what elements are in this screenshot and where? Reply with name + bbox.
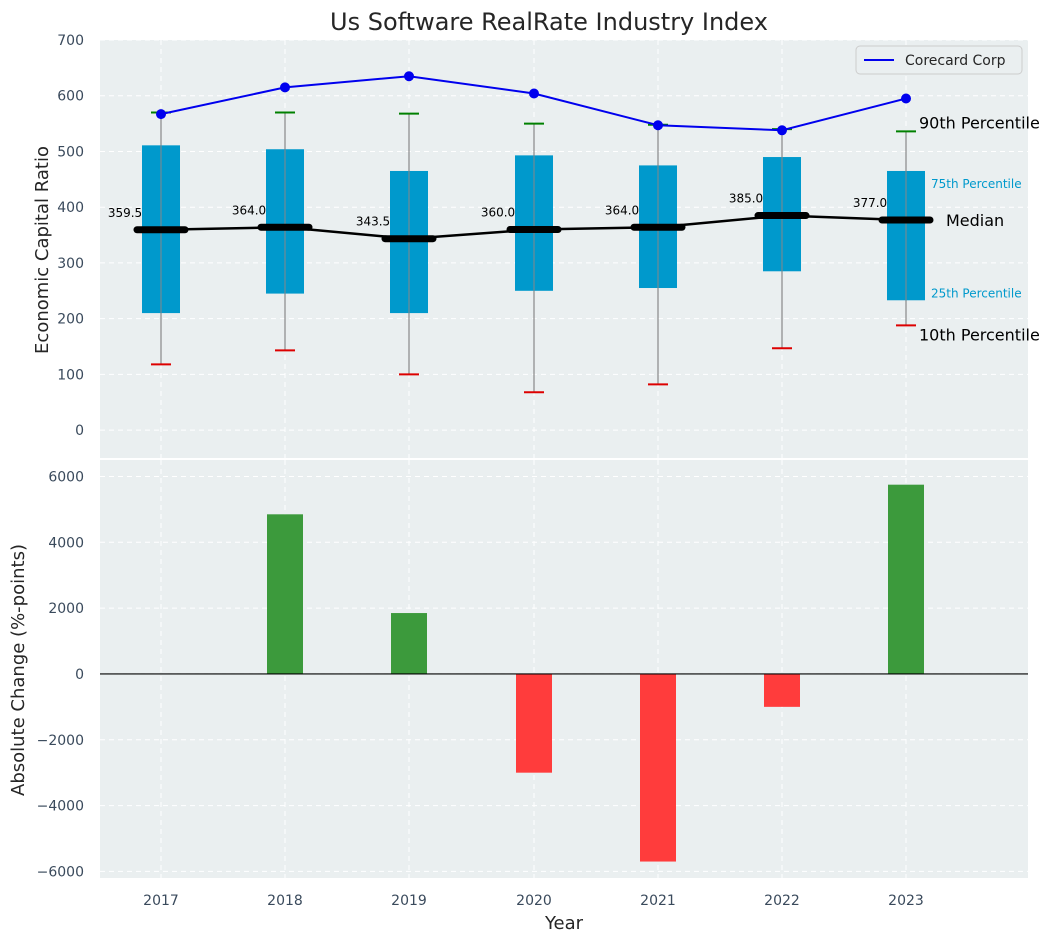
top-y-tick-label: 100: [57, 367, 84, 383]
top-plot-background: [100, 40, 1028, 458]
median-value-label: 377.0: [853, 196, 887, 210]
top-panel: 0 100 200 300 400 500 600 700 359.5 364.0 343.5 360…: [57, 33, 1040, 458]
change-bar-2021: [640, 673, 676, 862]
median-value-label: 359.5: [108, 206, 142, 220]
legend: Corecard Corp: [855, 45, 1023, 75]
company-point-2020: [529, 88, 539, 99]
bottom-plot-background: [100, 460, 1028, 878]
x-tick-label: 2021: [640, 893, 676, 909]
top-y-tick-label: 300: [57, 256, 84, 272]
legend-box: [855, 45, 1023, 75]
x-tick-label: 2017: [143, 893, 179, 909]
bottom-y-axis-label: Absolute Change (%-points): [8, 544, 29, 796]
company-point-2023: [901, 93, 911, 104]
bottom-panel: −6000 −4000 −2000 0 2000 4000 6000 2017 2018 2019…: [37, 458, 1028, 909]
x-tick-label: 2020: [516, 893, 552, 909]
bottom-y-tick-label: 6000: [48, 469, 84, 485]
bottom-y-tick-label: −6000: [37, 864, 84, 880]
change-bar-2018: [267, 514, 303, 674]
change-bar-2019: [391, 613, 427, 674]
top-y-tick-label: 0: [75, 423, 84, 439]
p75-annotation: 75th Percentile: [931, 177, 1022, 191]
x-tick-label: 2022: [764, 893, 800, 909]
bottom-y-tick-label: 0: [75, 667, 84, 683]
top-y-axis-label: Economic Capital Ratio: [32, 146, 53, 354]
median-value-label: 343.5: [356, 215, 390, 229]
top-y-tick-label: 700: [57, 33, 84, 49]
company-point-2021: [653, 120, 663, 131]
median-value-label: 364.0: [232, 203, 266, 217]
p90-annotation: 90th Percentile: [919, 113, 1040, 132]
change-bar-2022: [764, 673, 800, 707]
top-y-tick-label: 600: [57, 89, 84, 105]
top-y-tick-label: 200: [57, 312, 84, 328]
bottom-y-tick-label: 2000: [48, 601, 84, 617]
median-value-label: 364.0: [605, 203, 639, 217]
x-tick-label: 2023: [888, 893, 924, 909]
median-value-label: 360.0: [481, 205, 515, 219]
top-y-tick-label: 500: [57, 144, 84, 160]
change-bar-2023: [888, 484, 924, 674]
company-point-2017: [156, 109, 166, 120]
bottom-y-tick-label: 4000: [48, 535, 84, 551]
median-annotation: Median: [946, 211, 1004, 230]
x-tick-label: 2018: [267, 893, 303, 909]
legend-entry: Corecard Corp: [905, 53, 1006, 69]
p25-annotation: 25th Percentile: [931, 286, 1022, 300]
bottom-y-tick-label: −2000: [37, 733, 84, 749]
x-axis-label: Year: [544, 913, 584, 934]
chart-title: Us Software RealRate Industry Index: [330, 8, 768, 36]
top-y-tick-label: 400: [57, 200, 84, 216]
p10-annotation: 10th Percentile: [919, 325, 1040, 344]
company-point-2018: [280, 82, 290, 93]
company-point-2019: [404, 71, 414, 82]
median-value-label: 385.0: [729, 192, 763, 206]
change-bar-2020: [516, 673, 552, 773]
bottom-y-tick-label: −4000: [37, 799, 84, 815]
x-tick-label: 2019: [391, 893, 427, 909]
company-point-2022: [777, 125, 787, 136]
